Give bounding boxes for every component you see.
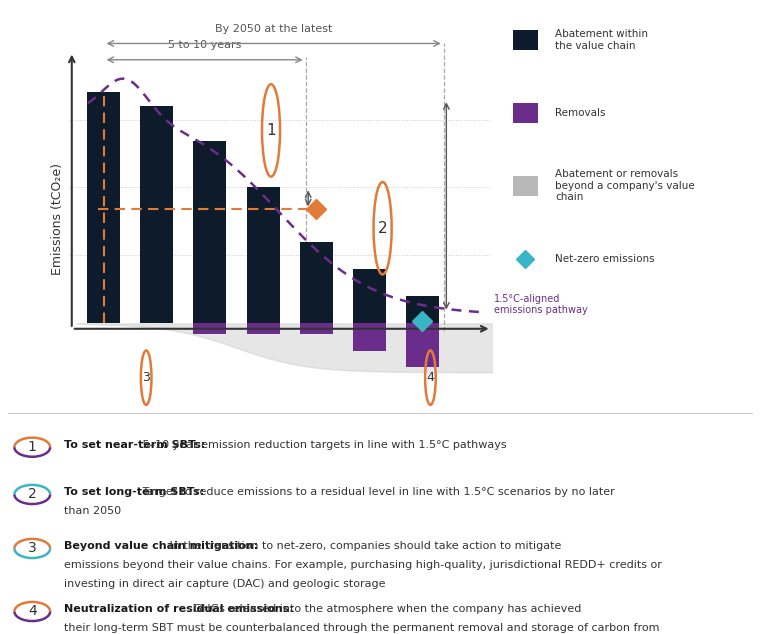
Text: investing in direct air capture (DAC) and geologic storage: investing in direct air capture (DAC) an… xyxy=(64,579,385,590)
Text: Abatement within
the value chain: Abatement within the value chain xyxy=(555,29,648,51)
Text: their long-term SBT must be counterbalanced through the permanent removal and st: their long-term SBT must be counterbalan… xyxy=(64,623,659,633)
Text: 1: 1 xyxy=(266,123,276,138)
Bar xyxy=(141,106,174,323)
Text: GHGs released into the atmosphere when the company has achieved: GHGs released into the atmosphere when t… xyxy=(190,604,581,614)
Text: 3: 3 xyxy=(142,371,150,384)
Bar xyxy=(353,323,386,351)
Bar xyxy=(247,188,280,323)
Text: 1.5°C-aligned
emissions pathway: 1.5°C-aligned emissions pathway xyxy=(494,294,588,315)
Bar xyxy=(406,296,439,323)
Bar xyxy=(194,323,227,334)
Text: Removals: Removals xyxy=(555,108,605,118)
Text: emissions beyond their value chains. For example, purchasing high-quality, juris: emissions beyond their value chains. For… xyxy=(64,560,661,571)
Bar xyxy=(194,141,227,323)
Text: 4: 4 xyxy=(426,371,435,384)
Text: Beyond value chain mitigation:: Beyond value chain mitigation: xyxy=(64,541,258,551)
Text: Neutralization of residual emissions:: Neutralization of residual emissions: xyxy=(64,604,293,614)
Bar xyxy=(513,30,538,50)
Text: 4: 4 xyxy=(28,604,37,619)
Text: 2: 2 xyxy=(378,221,387,236)
Text: Abatement or removals
beyond a company's value
chain: Abatement or removals beyond a company's… xyxy=(555,169,695,202)
Bar xyxy=(88,93,120,323)
Bar xyxy=(300,323,333,334)
Text: In the transition to net-zero, companies should take action to mitigate: In the transition to net-zero, companies… xyxy=(167,541,561,551)
Text: 3: 3 xyxy=(28,541,37,555)
Bar xyxy=(353,269,386,323)
Bar xyxy=(406,323,439,367)
Text: Target to reduce emissions to a residual level in line with 1.5°C scenarios by n: Target to reduce emissions to a residual… xyxy=(139,487,614,497)
Text: To set near-term SBTs:: To set near-term SBTs: xyxy=(64,440,205,450)
Bar xyxy=(513,103,538,123)
Text: By 2050 at the latest: By 2050 at the latest xyxy=(215,24,333,34)
Text: Net-zero emissions: Net-zero emissions xyxy=(555,254,654,264)
Bar xyxy=(513,176,538,196)
Bar xyxy=(247,323,280,334)
Text: 5 to 10 years: 5 to 10 years xyxy=(168,41,241,50)
Text: than 2050: than 2050 xyxy=(64,507,121,516)
Bar xyxy=(300,242,333,323)
Text: 5–10 year emission reduction targets in line with 1.5°C pathways: 5–10 year emission reduction targets in … xyxy=(139,440,507,450)
Y-axis label: Emissions (tCO₂e): Emissions (tCO₂e) xyxy=(51,163,64,275)
Text: To set long-term SBTs:: To set long-term SBTs: xyxy=(64,487,204,497)
Text: 1: 1 xyxy=(28,440,37,454)
Text: 2: 2 xyxy=(28,488,37,501)
